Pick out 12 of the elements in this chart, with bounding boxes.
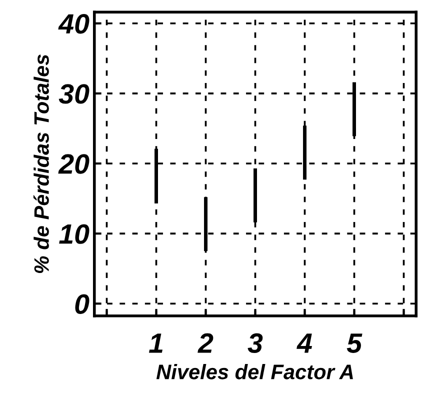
- x-tick-label: 2: [198, 333, 214, 353]
- x-axis-title: Niveles del Factor A: [156, 364, 353, 380]
- x-tick-label: 4: [296, 334, 312, 353]
- x-tick-label: 3: [248, 333, 263, 353]
- x-tick-label: 5: [346, 334, 362, 353]
- y-tick-label: 0: [75, 294, 90, 314]
- y-tick-label: 40: [58, 14, 90, 34]
- x-tick-label: 1: [148, 334, 162, 353]
- y-tick-label: 30: [58, 84, 90, 104]
- y-axis-title: % de Pérdidas Totales: [33, 54, 49, 274]
- y-tick-label: 20: [58, 154, 90, 174]
- y-tick-label: 10: [59, 224, 90, 244]
